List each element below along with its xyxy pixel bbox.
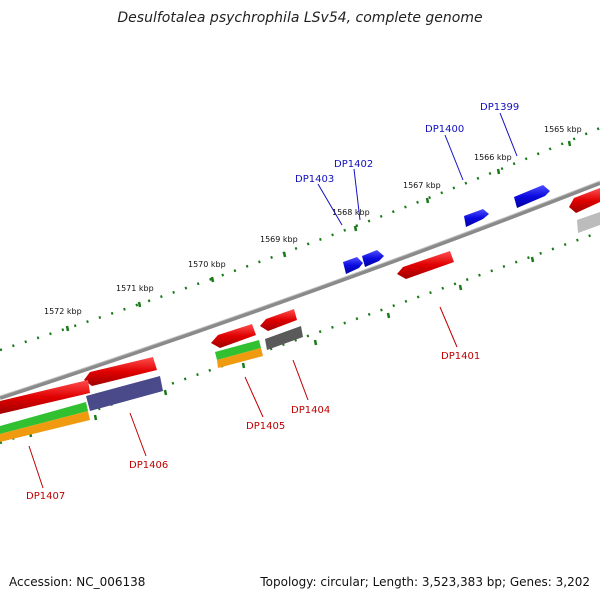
green-track [0,402,88,434]
gene-feature[interactable] [211,324,256,348]
kbp-label: 1571 kbp [116,284,154,293]
orange-track [0,411,90,442]
purple-track [86,376,163,411]
gene-label[interactable]: DP1401 [441,351,480,362]
gene-label[interactable]: DP1403 [295,174,334,185]
gene-feature[interactable] [362,250,384,267]
kbp-label: 1568 kbp [332,208,370,217]
gene-label[interactable]: DP1405 [246,421,285,432]
gene-label[interactable]: DP1407 [26,491,65,502]
kbp-label: 1572 kbp [44,307,82,316]
gene-feature[interactable] [260,309,297,331]
gene-label[interactable]: DP1402 [334,159,373,170]
kbp-label: 1566 kbp [474,153,512,162]
genome-backbone [0,181,600,400]
map-title: Desulfotalea psychrophila LSv54, complet… [117,10,483,26]
gray-track [265,326,303,350]
orange-track [217,348,263,368]
gene-label[interactable]: DP1406 [129,460,168,471]
kbp-label: 1567 kbp [403,181,441,190]
gene-feature[interactable] [569,188,600,213]
green-track [215,340,261,360]
gray-track [577,212,600,233]
gene-label[interactable]: DP1399 [480,102,519,113]
gene-feature[interactable] [514,185,550,208]
lower-tick-ring [0,230,600,445]
kbp-label: 1570 kbp [188,260,226,269]
genome-summary: Topology: circular; Length: 3,523,383 bp… [260,575,590,589]
leader-lines-upper [317,112,518,226]
accession-text: Accession: NC_006138 [9,575,146,589]
gene-feature[interactable] [343,257,363,274]
kbp-label: 1569 kbp [260,235,298,244]
gene-feature[interactable] [397,251,454,279]
leader-lines-lower [28,306,458,489]
gene-feature[interactable] [84,357,157,386]
gene-feature[interactable] [464,209,489,227]
gene-label[interactable]: DP1400 [425,124,464,135]
gene-label[interactable]: DP1404 [291,405,330,416]
kbp-label: 1565 kbp [544,125,582,134]
gene-feature[interactable] [0,380,90,414]
